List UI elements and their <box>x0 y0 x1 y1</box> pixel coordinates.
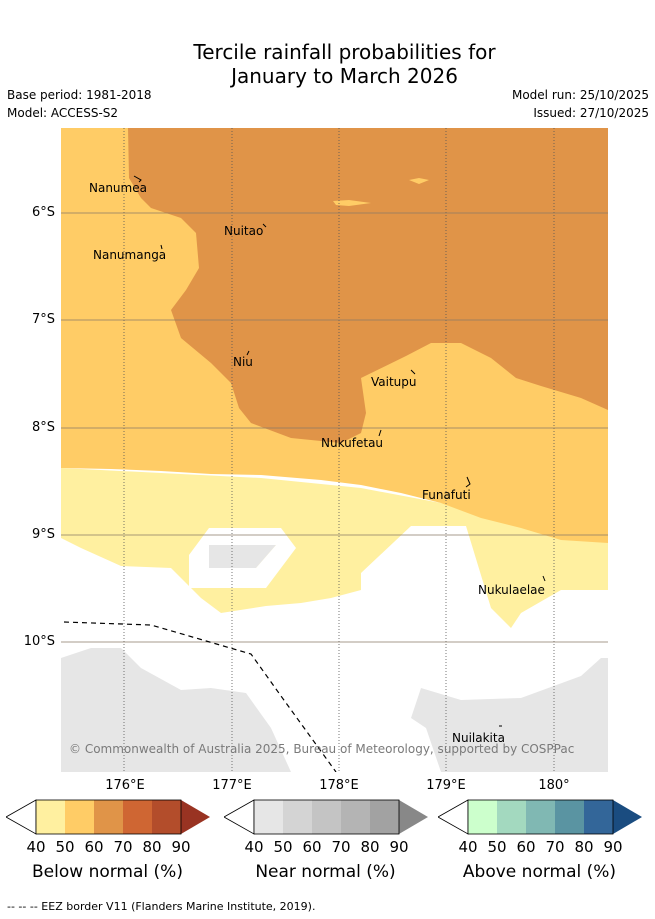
place-label-nukulaelae: Nukulaelae <box>478 583 545 597</box>
near-normal-below-band <box>189 528 296 588</box>
lat-tick-6s: 6°S <box>31 205 55 220</box>
above-normal-free-band <box>61 528 608 772</box>
legend-near-swatch-40 <box>254 800 283 834</box>
place-label-nukufetau: Nukufetau <box>321 436 384 450</box>
title-line-1: Tercile rainfall probabilities for <box>193 40 496 64</box>
below-normal-60-region <box>128 128 608 443</box>
legend-above-under <box>438 799 469 835</box>
model-run-label: Model run: 25/10/2025 <box>511 88 649 102</box>
legend-above-swatch-70 <box>555 800 584 834</box>
place-label-nanumea: Nanumea <box>89 181 147 195</box>
legend-below-tick: 50 <box>55 838 75 856</box>
legend-below-tick: 70 <box>113 838 133 856</box>
legend-below-tick: 80 <box>142 838 162 856</box>
legend-near-over <box>399 800 428 834</box>
legend-below-swatch-60 <box>94 800 123 834</box>
title-line-2: January to March 2026 <box>231 64 458 88</box>
place-label-nuilakita: Nuilakita <box>452 731 505 745</box>
legend-above-tick: 60 <box>516 838 536 856</box>
legend-above-title: Above normal (%) <box>462 862 617 882</box>
map-title: Tercile rainfall probabilities for Janua… <box>0 40 655 88</box>
issued-label: Issued: 27/10/2025 <box>533 106 649 120</box>
legend-near-tick: 80 <box>360 838 380 856</box>
legend-near-title: Near normal (%) <box>255 862 396 882</box>
legend-below-tick: 40 <box>26 838 46 856</box>
island-nanumea <box>133 175 142 183</box>
lat-tick-9s: 9°S <box>31 527 55 542</box>
legend-near-tick: 70 <box>331 838 351 856</box>
legend-above-swatch-50 <box>497 800 526 834</box>
legend-below-colorbar <box>6 799 210 835</box>
place-label-nanumanga: Nanumanga <box>93 248 167 262</box>
legend-above-tick: 90 <box>603 838 623 856</box>
legend-near-tick: 60 <box>302 838 322 856</box>
legend-below-swatch-50 <box>65 800 94 834</box>
legend-above-over <box>613 800 642 834</box>
legend-near-swatch-50 <box>283 800 312 834</box>
legend-below-tick: 60 <box>84 838 104 856</box>
forecast-map <box>61 128 608 772</box>
legend-below-swatch-70 <box>123 800 152 834</box>
legend-near-tick: 50 <box>273 838 293 856</box>
island-funafuti <box>465 476 471 488</box>
legend-near-swatch-60 <box>312 800 341 834</box>
island-nuitao <box>262 223 267 228</box>
copyright-notice: © Commonwealth of Australia 2025, Bureau… <box>69 742 575 756</box>
island-niu <box>246 350 250 356</box>
lon-tick-180: 180° <box>538 778 570 793</box>
legend-below-under <box>6 799 37 835</box>
lat-tick-7s: 7°S <box>31 312 55 327</box>
lat-tick-8s: 8°S <box>31 420 55 435</box>
base-period-label: Base period: 1981-2018 <box>7 88 152 102</box>
near-normal-fleck <box>209 545 276 568</box>
legend-near-swatch-70 <box>341 800 370 834</box>
place-label-nuitao: Nuitao <box>224 224 264 238</box>
legend-near-colorbar <box>224 799 428 835</box>
legend-above-tick: 80 <box>574 838 594 856</box>
islands <box>133 175 546 727</box>
legend-above-tick: 40 <box>458 838 478 856</box>
legend-above-swatch-60 <box>526 800 555 834</box>
island-vaitupu <box>410 369 416 375</box>
legend-above-frame <box>467 799 614 835</box>
island-nukufetau <box>378 429 382 437</box>
legend-above-colorbar <box>438 799 642 835</box>
legend-above-swatch-80 <box>584 800 613 834</box>
legend-below-over <box>181 800 210 834</box>
place-label-vaitupu: Vaitupu <box>371 375 417 389</box>
legend-near-swatch-80 <box>370 800 399 834</box>
map-canvas <box>61 128 608 772</box>
place-label-funafuti: Funafuti <box>422 488 471 502</box>
legend-near-tick: 90 <box>389 838 409 856</box>
legend-below-title: Below normal (%) <box>32 862 183 882</box>
legend-above-swatch-40 <box>468 800 497 834</box>
legend-below-tick: 90 <box>171 838 191 856</box>
legend-above-tick: 50 <box>487 838 507 856</box>
legend-near-tick: 40 <box>244 838 264 856</box>
island-nukulaelae <box>542 575 546 582</box>
island-nanumanga <box>160 244 163 250</box>
model-label: Model: ACCESS-S2 <box>7 106 119 120</box>
graticule <box>123 128 555 772</box>
legend-below-swatch-80 <box>152 800 181 834</box>
legend-near-under <box>224 799 255 835</box>
parallels <box>61 212 608 643</box>
eez-border <box>63 621 337 772</box>
legend-above-tick: 70 <box>545 838 565 856</box>
lon-tick-179e: 179°E <box>426 778 466 793</box>
legend-near-frame <box>253 799 400 835</box>
lon-tick-178e: 178°E <box>319 778 359 793</box>
legend-below-frame <box>35 799 182 835</box>
legend-below-swatch-40 <box>36 800 65 834</box>
below-normal-60-fleck-1 <box>409 178 429 184</box>
lon-tick-177e: 177°E <box>212 778 252 793</box>
eez-footnote: -- -- -- EEZ border V11 (Flanders Marine… <box>7 900 316 913</box>
place-label-niu: Niu <box>233 355 253 369</box>
below-normal-60-fleck-2 <box>333 200 371 206</box>
lat-tick-10s: 10°S <box>23 634 55 649</box>
lon-tick-176e: 176°E <box>105 778 145 793</box>
